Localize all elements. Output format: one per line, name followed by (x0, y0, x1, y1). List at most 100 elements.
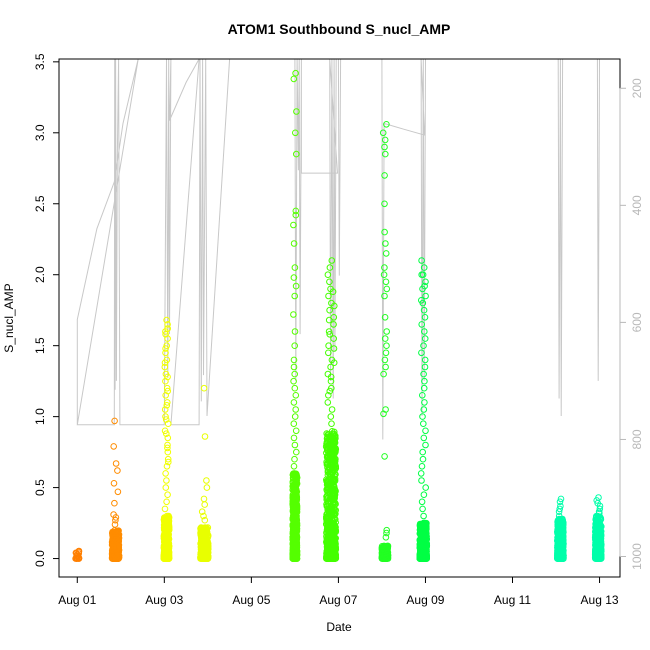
data-point (420, 342, 427, 350)
data-point (290, 420, 298, 428)
depth-series (76, 58, 600, 440)
x-axis-label: Date (326, 620, 352, 634)
data-point (419, 505, 426, 513)
data-point (203, 477, 210, 484)
data-point (418, 321, 426, 328)
data-point (421, 282, 428, 290)
data-point (420, 491, 428, 499)
data-point (327, 377, 335, 385)
data-point (382, 150, 389, 158)
data-point (555, 508, 563, 516)
data-point (163, 498, 170, 506)
data-point (325, 504, 332, 512)
data-point (163, 384, 171, 392)
data-point (421, 314, 429, 321)
x-tick-label: Aug 03 (145, 593, 183, 607)
data-point (200, 384, 208, 392)
data-point (421, 377, 428, 385)
data-point (383, 546, 391, 554)
data-point (328, 257, 336, 264)
data-point (419, 392, 426, 399)
data-point (381, 335, 389, 342)
data-point (325, 455, 333, 463)
data-point (419, 448, 427, 456)
data-point (290, 434, 298, 442)
y-tick-label: 1.0 (33, 408, 47, 425)
data-point (325, 349, 332, 357)
data-point (325, 328, 333, 335)
data-point (557, 495, 565, 503)
data-point (164, 399, 171, 406)
data-point (290, 240, 298, 247)
data-point (596, 533, 604, 540)
data-point (201, 544, 208, 551)
data-point (417, 470, 425, 477)
data-point (163, 402, 171, 409)
data-point (597, 549, 604, 557)
data-point (330, 345, 338, 352)
data-point (417, 539, 425, 547)
data-point (382, 278, 390, 286)
data-point (164, 434, 172, 442)
data-point (422, 278, 429, 286)
data-point (326, 470, 333, 478)
data-point (163, 531, 170, 539)
y-tick-label: 3.5 (33, 53, 47, 70)
data-point (383, 529, 390, 537)
data-point (162, 349, 169, 357)
data-point (326, 537, 334, 545)
data-point (203, 484, 211, 491)
data-point (111, 555, 118, 562)
data-point (420, 384, 428, 392)
data-point (290, 554, 298, 561)
data-point (292, 406, 300, 413)
data-point (422, 441, 429, 449)
scatter-cluster (378, 121, 392, 562)
y-tick-label: 2.5 (33, 195, 47, 212)
data-point (325, 392, 332, 399)
data-point (290, 399, 298, 406)
data-point (290, 377, 297, 385)
data-point (382, 534, 390, 541)
data-point (200, 495, 208, 503)
data-point (164, 448, 172, 456)
scatter-cluster (197, 384, 212, 562)
data-point (291, 521, 298, 528)
data-point (380, 370, 387, 378)
data-point (202, 538, 210, 545)
data-point (292, 533, 300, 541)
data-point (163, 547, 171, 554)
data-point (291, 413, 299, 420)
data-point (381, 543, 389, 550)
data-point (291, 292, 299, 300)
data-point (597, 523, 605, 530)
data-point (290, 75, 298, 83)
data-point (114, 488, 122, 496)
data-point (289, 486, 297, 494)
data-point (383, 342, 390, 350)
data-point (421, 335, 429, 342)
data-point (421, 399, 428, 406)
data-point (165, 458, 172, 466)
data-point (292, 69, 299, 77)
data-point (164, 321, 171, 328)
data-point (328, 547, 335, 555)
data-point (326, 264, 334, 271)
data-point (326, 306, 333, 314)
data-point (420, 512, 427, 520)
data-point (325, 342, 332, 350)
data-point (163, 519, 171, 527)
data-point (203, 524, 210, 532)
data-point (422, 292, 429, 300)
y-tick-label: 2.0 (33, 266, 47, 283)
data-point (381, 136, 389, 144)
data-point (293, 448, 300, 456)
data-point (422, 427, 429, 435)
data-point (291, 513, 299, 520)
data-point (331, 506, 339, 513)
data-point (293, 150, 300, 158)
scatter-cluster (591, 494, 605, 562)
data-point (162, 416, 170, 423)
data-point (556, 498, 564, 506)
data-point (161, 359, 169, 367)
